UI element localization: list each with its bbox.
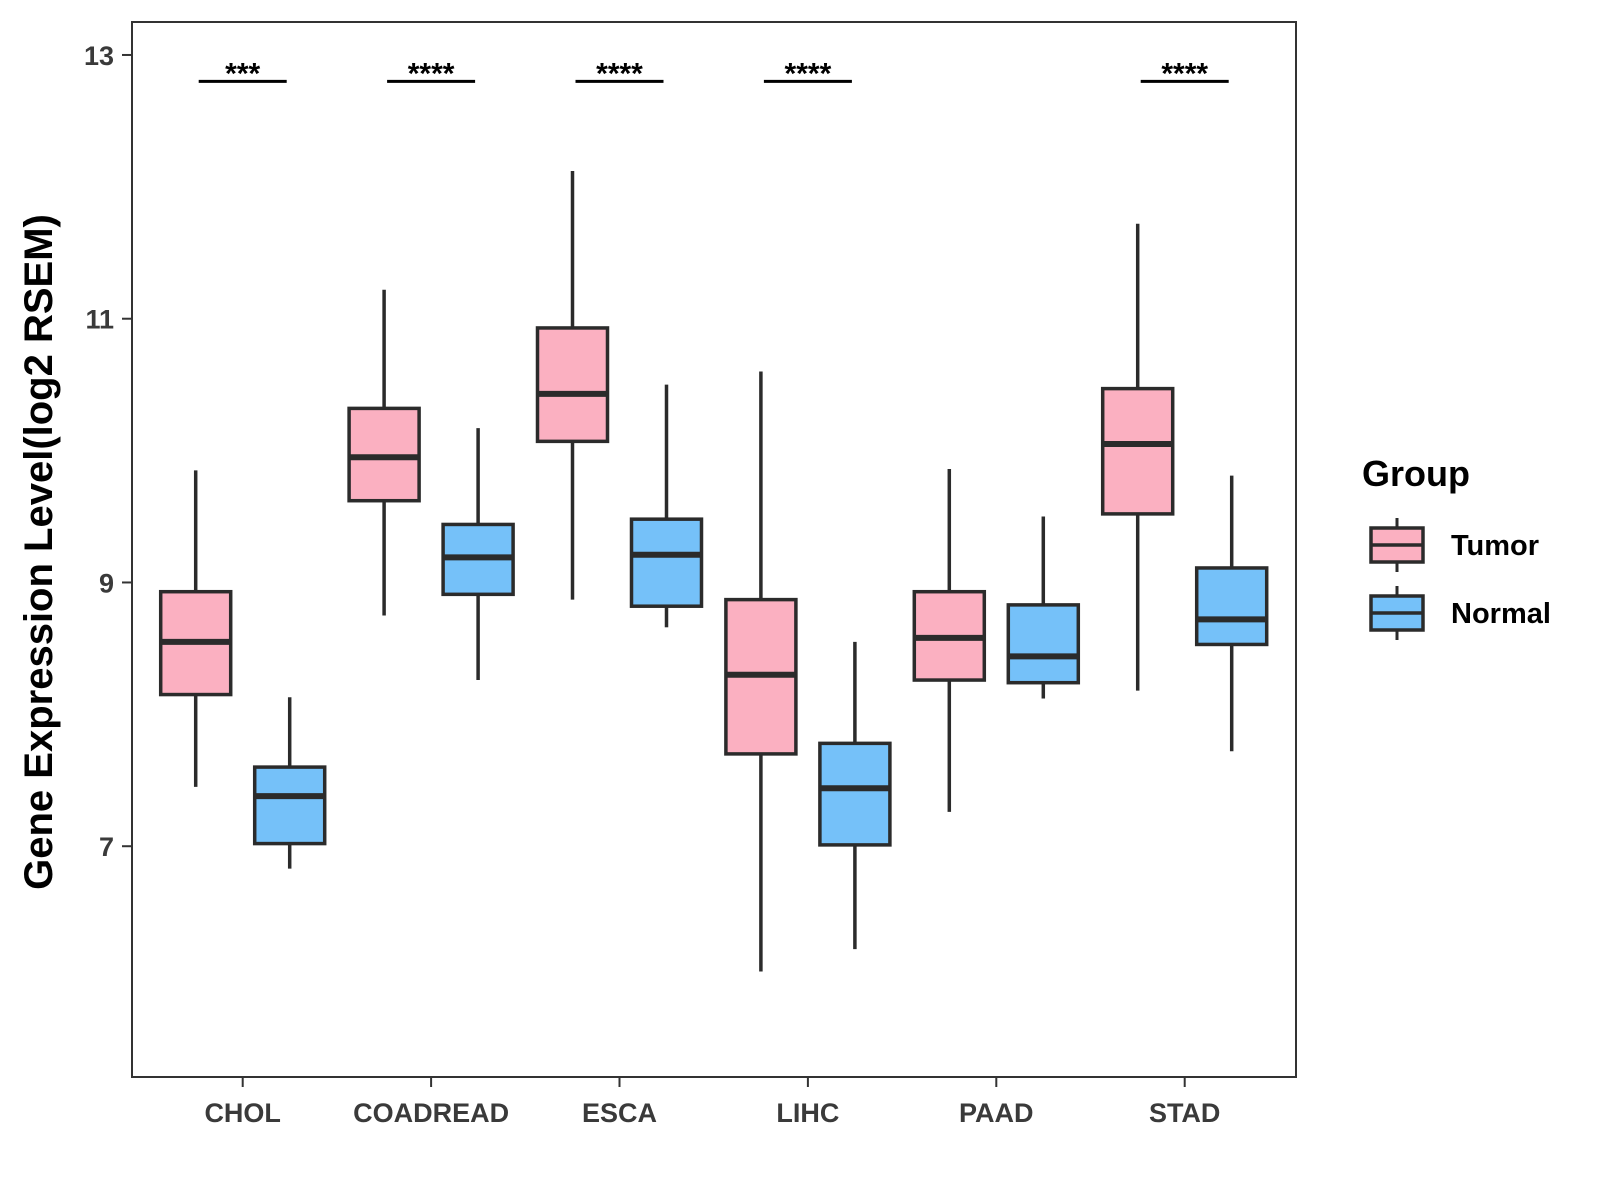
box-normal-paad bbox=[1006, 516, 1081, 699]
legend-label-normal: Normal bbox=[1451, 598, 1551, 630]
x-tick-label-esca: ESCA bbox=[582, 1098, 657, 1128]
y-tick-label: 9 bbox=[99, 568, 114, 598]
plot-panel-border bbox=[131, 21, 1297, 1078]
box-normal-stad bbox=[1194, 475, 1269, 752]
box-body bbox=[1100, 386, 1175, 516]
box-body bbox=[818, 741, 892, 847]
significance-label-lihc: **** bbox=[785, 57, 832, 90]
significance-label-esca: **** bbox=[596, 57, 643, 90]
y-tick-label: 11 bbox=[85, 305, 114, 335]
significance-label-stad: **** bbox=[1161, 57, 1208, 90]
legend: Group Tumor Normal bbox=[1362, 453, 1551, 640]
x-tick-label-paad: PAAD bbox=[959, 1098, 1034, 1128]
box-normal-chol bbox=[252, 697, 327, 869]
box-body bbox=[1006, 603, 1081, 685]
box-tumor-coadread bbox=[347, 289, 421, 616]
x-tick-label-lihc: LIHC bbox=[776, 1098, 839, 1128]
significance-label-chol: *** bbox=[225, 57, 260, 90]
x-tick-label-coadread: COADREAD bbox=[353, 1098, 509, 1128]
box-body bbox=[629, 517, 704, 608]
legend-key-normal bbox=[1369, 586, 1425, 640]
legend-label-tumor: Tumor bbox=[1451, 530, 1539, 562]
y-tick-label: 7 bbox=[99, 832, 114, 862]
box-tumor-stad bbox=[1100, 223, 1175, 691]
box-tumor-esca bbox=[535, 171, 610, 600]
box-body bbox=[252, 765, 327, 846]
y-tick-label: 13 bbox=[84, 41, 114, 71]
box-normal-lihc bbox=[818, 641, 892, 950]
box-tumor-paad bbox=[912, 469, 987, 812]
box-tumor-lihc bbox=[724, 371, 798, 972]
box-normal-esca bbox=[629, 384, 704, 628]
x-tick-label-chol: CHOL bbox=[204, 1098, 281, 1128]
box-body bbox=[1194, 566, 1269, 647]
box-normal-coadread bbox=[441, 428, 515, 681]
legend-title: Group bbox=[1362, 453, 1470, 494]
significance-label-coadread: **** bbox=[408, 57, 455, 90]
y-axis-title: Gene Expression Level(log2 RSEM) bbox=[17, 214, 61, 890]
x-tick-label-stad: STAD bbox=[1149, 1098, 1221, 1128]
box-tumor-chol bbox=[158, 470, 233, 787]
box-body bbox=[535, 326, 610, 444]
legend-key-tumor bbox=[1369, 518, 1425, 572]
